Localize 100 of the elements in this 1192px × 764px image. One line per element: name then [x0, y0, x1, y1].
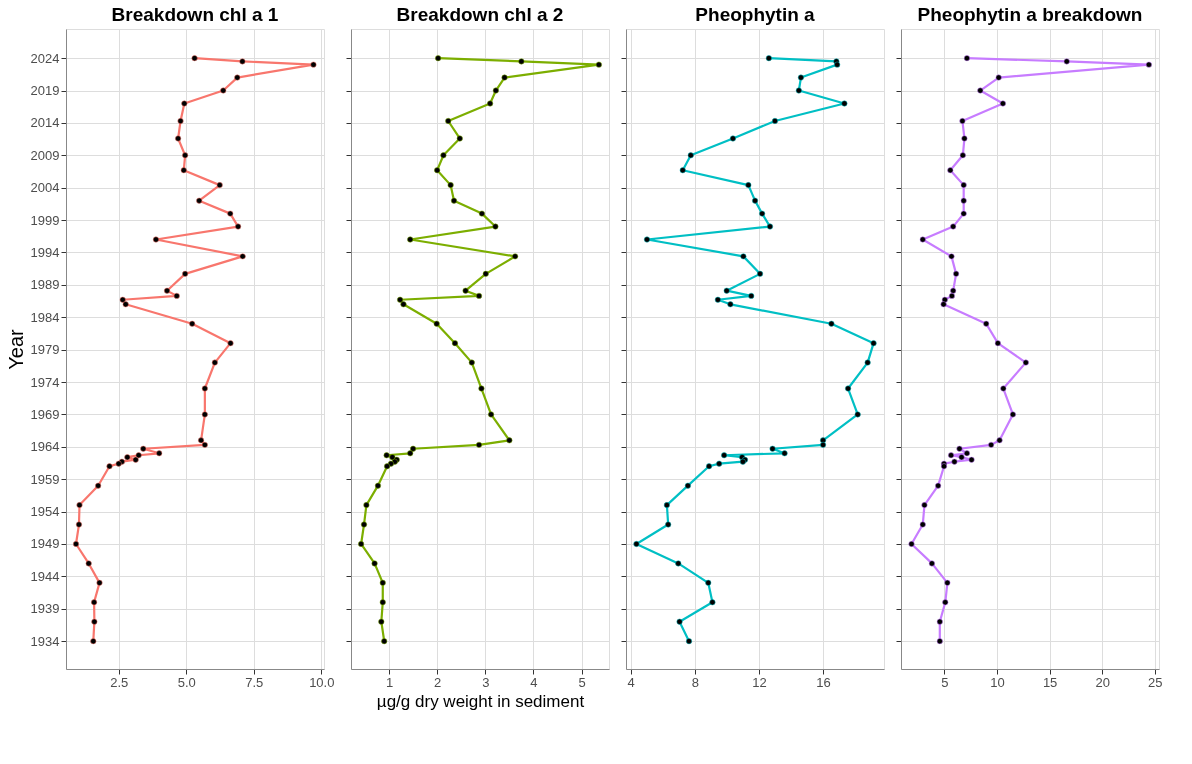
point [686, 638, 693, 645]
x-tick-label: 5.0 [177, 674, 196, 690]
point [91, 618, 98, 625]
point [164, 287, 171, 294]
x-axis-title: µg/g dry weight in sediment [376, 691, 585, 711]
y-tick-label: 1979 [30, 342, 60, 358]
point [644, 236, 650, 243]
point [433, 320, 440, 327]
point [963, 450, 970, 457]
point [156, 450, 163, 457]
point [714, 296, 721, 303]
point [705, 579, 712, 586]
point [407, 450, 414, 457]
point [781, 450, 788, 457]
x-tick-label: 2 [434, 674, 442, 690]
point [397, 296, 404, 303]
point [381, 638, 388, 645]
point [820, 437, 827, 444]
point [378, 618, 385, 625]
point [1000, 385, 1007, 392]
x-tick-label: 10 [990, 674, 1005, 690]
x-tick-label: 7.5 [245, 674, 264, 690]
x-tick-label: 2.5 [110, 674, 129, 690]
y-axis-title: Year [4, 328, 27, 370]
point [951, 458, 958, 465]
x-tick-label: 4 [530, 674, 538, 690]
y-tick-label: 1934 [30, 633, 60, 649]
point [948, 253, 955, 260]
y-tick-label: 2024 [30, 50, 60, 66]
point [177, 118, 184, 124]
point [451, 340, 458, 347]
point [721, 452, 728, 459]
point [684, 482, 691, 489]
point [132, 456, 139, 463]
point [239, 253, 246, 260]
point [482, 270, 489, 277]
point [152, 236, 159, 243]
point [968, 456, 975, 463]
x-tick-label: 12 [752, 674, 767, 690]
point [379, 579, 386, 586]
point [958, 454, 965, 461]
point [476, 441, 483, 448]
point [961, 135, 968, 142]
point [771, 118, 778, 124]
point [679, 167, 686, 174]
x-tick-label: 15 [1042, 674, 1058, 690]
y-tick-label: 1989 [30, 277, 60, 293]
y-tick-label: 1969 [30, 406, 60, 422]
point [235, 223, 242, 230]
point [201, 411, 208, 418]
point [198, 437, 205, 444]
point [864, 359, 871, 366]
point [478, 385, 485, 392]
point [361, 521, 367, 528]
point [948, 292, 955, 299]
point [124, 454, 131, 461]
point [953, 270, 960, 277]
point [379, 599, 386, 606]
point [996, 437, 1003, 444]
point [189, 320, 196, 327]
point [182, 270, 189, 277]
point [936, 638, 943, 645]
chart-title: Breakdown chl a 1 [111, 4, 279, 25]
point [757, 270, 764, 277]
point [921, 502, 928, 509]
point [1063, 58, 1070, 65]
point [947, 167, 954, 174]
y-tick-label: 1944 [30, 568, 60, 584]
point [75, 521, 82, 528]
y-tick-label: 1974 [30, 374, 60, 390]
point [729, 135, 736, 142]
x-tick-label: 16 [816, 674, 831, 690]
point [988, 441, 995, 448]
y-tick-label: 1954 [30, 504, 60, 520]
x-tick-label: 5 [941, 674, 949, 690]
point [492, 87, 499, 94]
point [1009, 411, 1016, 418]
point [940, 301, 947, 308]
point [995, 74, 1002, 81]
y-tick-label: 1959 [30, 471, 60, 487]
x-tick-label: 1 [385, 674, 394, 690]
point [492, 223, 499, 230]
point [706, 463, 713, 470]
point [752, 197, 759, 204]
point [182, 152, 189, 159]
point [977, 87, 984, 94]
point [745, 182, 752, 189]
point [371, 560, 378, 567]
point [675, 560, 682, 567]
point [676, 618, 683, 625]
point [410, 445, 417, 452]
point [797, 74, 804, 81]
point [870, 340, 877, 347]
point [960, 182, 967, 189]
point [476, 292, 483, 299]
point [854, 411, 861, 418]
point [740, 253, 747, 260]
point [201, 441, 208, 448]
point [512, 253, 519, 260]
point [447, 182, 454, 189]
